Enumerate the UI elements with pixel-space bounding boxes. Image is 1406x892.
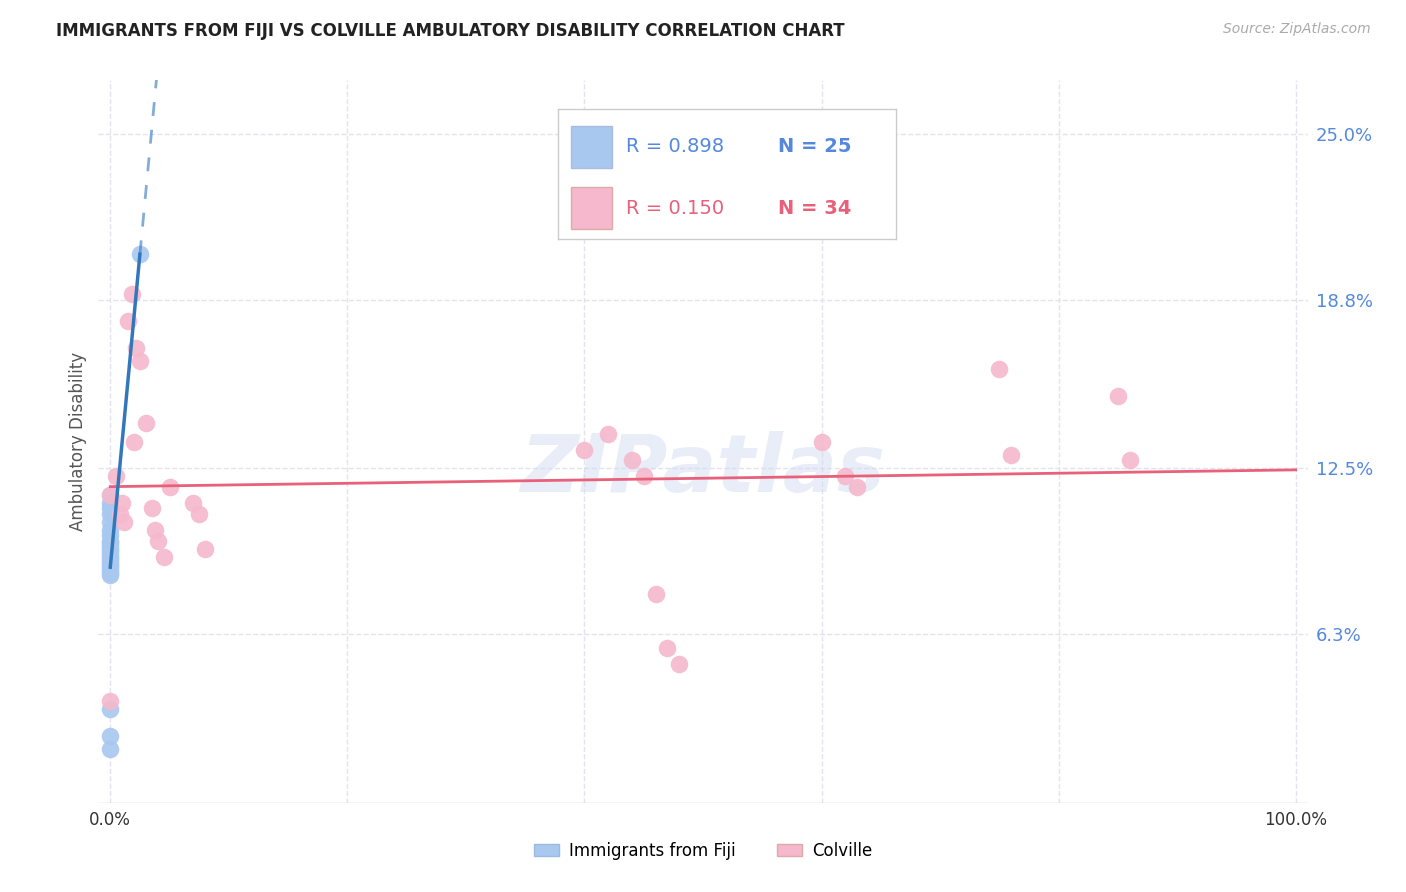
Point <box>834 469 856 483</box>
Text: ZIPatlas: ZIPatlas <box>520 432 886 509</box>
Point <box>159 480 181 494</box>
Point <box>98 560 121 574</box>
Point <box>98 488 121 502</box>
Point <box>129 247 152 261</box>
Point <box>121 287 143 301</box>
Point <box>988 362 1011 376</box>
Text: IMMIGRANTS FROM FIJI VS COLVILLE AMBULATORY DISABILITY CORRELATION CHART: IMMIGRANTS FROM FIJI VS COLVILLE AMBULAT… <box>56 22 845 40</box>
Point <box>846 480 869 494</box>
Point <box>598 426 620 441</box>
Point <box>108 507 131 521</box>
Text: Source: ZipAtlas.com: Source: ZipAtlas.com <box>1223 22 1371 37</box>
Point <box>98 528 121 542</box>
Point <box>141 501 163 516</box>
Point <box>1119 453 1142 467</box>
Point <box>114 515 136 529</box>
Point <box>1000 448 1022 462</box>
Point <box>98 515 121 529</box>
Point <box>1107 389 1129 403</box>
Point <box>644 587 666 601</box>
Point <box>98 488 121 502</box>
Point <box>146 533 169 548</box>
Point <box>98 541 121 556</box>
Point <box>98 496 121 510</box>
Point <box>125 341 148 355</box>
Point <box>143 523 166 537</box>
Point <box>98 729 121 743</box>
Point <box>117 314 139 328</box>
Legend: Immigrants from Fiji, Colville: Immigrants from Fiji, Colville <box>527 836 879 867</box>
Point <box>194 541 217 556</box>
Point <box>98 566 121 580</box>
Point <box>657 640 679 655</box>
Point <box>98 702 121 716</box>
Point <box>98 568 121 582</box>
Point <box>98 536 121 550</box>
Point <box>98 694 121 708</box>
Point <box>98 547 121 561</box>
Point <box>188 507 211 521</box>
Point <box>122 434 145 449</box>
Point <box>98 555 121 569</box>
Point <box>98 501 121 516</box>
Point <box>105 469 128 483</box>
Point <box>98 549 121 564</box>
Point <box>98 544 121 558</box>
Point <box>98 533 121 548</box>
Point <box>152 549 174 564</box>
Point <box>98 563 121 577</box>
Point <box>810 434 832 449</box>
Point <box>98 742 121 756</box>
Point <box>668 657 690 671</box>
Point <box>135 416 157 430</box>
Point <box>129 354 152 368</box>
Point <box>98 558 121 572</box>
Point <box>98 552 121 566</box>
Point <box>181 496 204 510</box>
Y-axis label: Ambulatory Disability: Ambulatory Disability <box>69 352 87 531</box>
Point <box>98 523 121 537</box>
Point <box>111 496 134 510</box>
Point <box>620 453 643 467</box>
Point <box>574 442 596 457</box>
Point <box>98 507 121 521</box>
Point <box>98 539 121 553</box>
Point <box>633 469 655 483</box>
